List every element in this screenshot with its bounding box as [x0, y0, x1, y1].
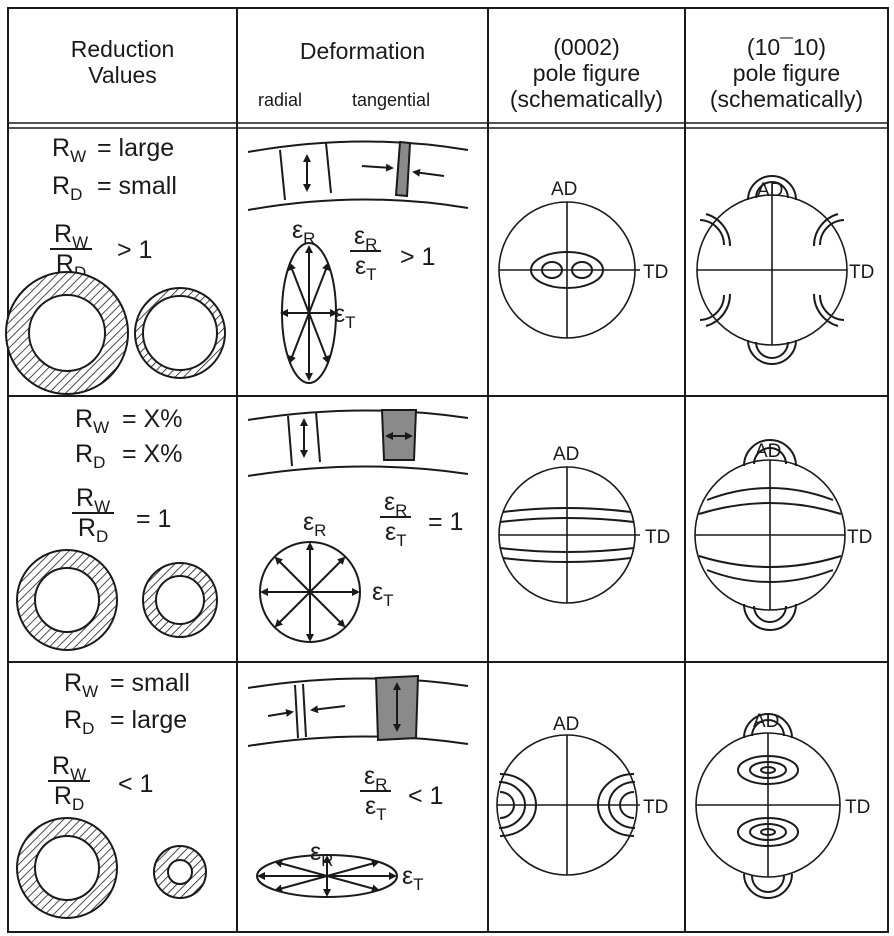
row3-eps-ratio: εR εT — [360, 762, 392, 823]
row3-rw-value: = small — [110, 669, 190, 697]
row3-rw-label: RW — [64, 669, 99, 701]
header-col1-line2: Values — [88, 62, 157, 88]
row2-r-ratio: RW RD — [72, 484, 115, 545]
row2-tube-after — [142, 562, 218, 638]
header-col1-line1: Reduction — [70, 36, 175, 62]
row3-tube-after — [153, 845, 207, 899]
row1-1010-td-label: TD — [849, 262, 874, 283]
row2-eps-r-label: εR — [303, 508, 327, 540]
row3-strain-ellipse — [256, 854, 398, 898]
row1-rd-value: = small — [97, 172, 177, 200]
row1-eps-ratio: εR εT — [350, 222, 382, 283]
row3-0002-td-label: TD — [643, 797, 668, 818]
row1-0002-ad-label: AD — [551, 179, 577, 200]
row1-r-ratio-relation: > 1 — [117, 236, 153, 264]
row1-rd-label: RD — [52, 172, 83, 204]
row2-1010-td-label: TD — [847, 527, 872, 548]
row2-tube-before — [16, 549, 118, 651]
row3-tube-before — [16, 817, 118, 919]
header-col2-title: Deformation — [299, 38, 426, 64]
header-radial: radial — [258, 90, 303, 110]
row1-rw-value: = large — [97, 134, 175, 162]
row1-0002-td-label: TD — [643, 262, 668, 283]
row3-1010-td-label: TD — [845, 797, 870, 818]
row2-pole-figure-1010 — [694, 439, 846, 631]
row2-wall-segment — [247, 409, 469, 477]
row2-rw-value: = X% — [122, 405, 183, 433]
header-deformation: Deformation — [237, 38, 488, 64]
row3-0002-ad-label: AD — [553, 714, 579, 735]
row1-pole-figure-0002 — [498, 201, 640, 339]
row3-wall-segment — [247, 674, 469, 747]
row2-eps-ratio: εR εT — [380, 488, 412, 549]
row3-r-ratio: RW RD — [48, 752, 91, 813]
row1-strain-ellipse — [280, 242, 338, 384]
row3-eps-ratio-relation: < 1 — [408, 782, 444, 810]
row2-rd-value: = X% — [122, 440, 183, 468]
row3-1010-ad-label: AD — [753, 711, 779, 732]
row2-r-ratio-relation: = 1 — [136, 505, 172, 533]
header-1010-pole-figure: (10¯10) pole figure (schematically) — [685, 34, 888, 112]
header-col4-line1: (10¯10) — [746, 34, 827, 60]
row1-wall-segment — [247, 140, 469, 211]
row2-pole-figure-0002 — [498, 466, 640, 604]
header-reduction-values: Reduction Values — [8, 36, 237, 88]
row1-pole-figure-1010 — [696, 175, 848, 365]
header-col3-line2: pole figure — [532, 60, 641, 86]
row2-strain-circle — [259, 541, 361, 643]
row3-eps-t-label: εT — [402, 862, 424, 894]
header-col4-line2: pole figure — [732, 60, 841, 86]
row2-0002-td-label: TD — [645, 527, 670, 548]
header-tangential: tangential — [352, 90, 431, 110]
row1-eps-ratio-relation: > 1 — [400, 243, 436, 271]
row2-rw-label: RW — [75, 405, 110, 437]
row1-1010-ad-label: AD — [757, 180, 783, 201]
row3-pole-figure-1010 — [695, 713, 841, 899]
header-col3-line1: (0002) — [553, 34, 620, 60]
row1-eps-t-label: εT — [334, 300, 356, 332]
row3-r-ratio-relation: < 1 — [118, 770, 154, 798]
row1-tube-before — [5, 271, 129, 395]
header-col3-line3: (schematically) — [509, 86, 664, 112]
row1-rw-label: RW — [52, 134, 87, 166]
header-0002-pole-figure: (0002) pole figure (schematically) — [488, 34, 685, 112]
row2-1010-ad-label: AD — [755, 441, 781, 462]
row1-tube-after — [134, 287, 226, 379]
row2-eps-ratio-relation: = 1 — [428, 508, 464, 536]
row3-rd-label: RD — [64, 706, 95, 738]
header-col4-line3: (schematically) — [709, 86, 864, 112]
row3-rd-value: = large — [110, 706, 188, 734]
row3-pole-figure-0002 — [496, 734, 640, 876]
row2-eps-t-label: εT — [372, 578, 394, 610]
row2-rd-label: RD — [75, 440, 106, 472]
row2-0002-ad-label: AD — [553, 444, 579, 465]
